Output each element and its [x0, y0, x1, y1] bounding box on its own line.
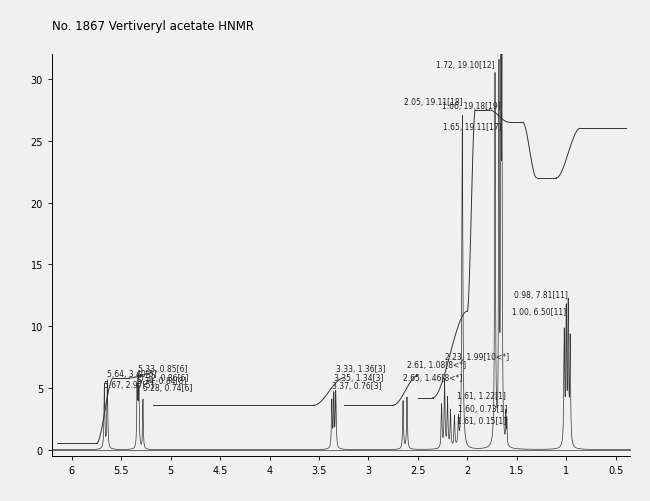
Text: 5.32, 0.86[6]: 5.32, 0.86[6]	[139, 373, 188, 382]
Text: 1.61, 1.22[1]: 1.61, 1.22[1]	[457, 391, 506, 400]
Text: 2.61, 1.08[8<*]: 2.61, 1.08[8<*]	[407, 361, 466, 370]
Text: 5.34, 0.84[8]: 5.34, 0.84[8]	[137, 377, 187, 386]
Text: 1.66, 19.18[19]: 1.66, 19.18[19]	[442, 102, 501, 111]
Text: 1.60, 0.73[1]: 1.60, 0.73[1]	[458, 404, 507, 413]
Text: 3.33, 1.36[3]: 3.33, 1.36[3]	[336, 364, 385, 373]
Text: 3.35, 1.34[3]: 3.35, 1.34[3]	[334, 373, 384, 382]
Text: 2.65, 1.46[8<*]: 2.65, 1.46[8<*]	[403, 373, 462, 382]
Text: 1.65, 19.11[17]: 1.65, 19.11[17]	[443, 123, 502, 132]
Text: No. 1867 Vertiveryl acetate HNMR: No. 1867 Vertiveryl acetate HNMR	[52, 20, 254, 33]
Text: 5.67, 2.97[5]: 5.67, 2.97[5]	[105, 380, 154, 389]
Text: 5.28, 0.74[6]: 5.28, 0.74[6]	[143, 383, 192, 392]
Text: 2.05, 19.11[18]: 2.05, 19.11[18]	[404, 98, 462, 107]
Text: 1.72, 19.10[12]: 1.72, 19.10[12]	[436, 61, 495, 70]
Text: 5.64, 3.40[5]: 5.64, 3.40[5]	[107, 369, 157, 378]
Text: 2.23, 1.99[10<*]: 2.23, 1.99[10<*]	[445, 352, 509, 361]
Text: 5.33, 0.85[6]: 5.33, 0.85[6]	[138, 364, 188, 373]
Text: 3.37, 0.76[3]: 3.37, 0.76[3]	[332, 382, 382, 391]
Text: 1.00, 6.50[11]: 1.00, 6.50[11]	[512, 308, 566, 317]
Text: 0.98, 7.81[11]: 0.98, 7.81[11]	[514, 290, 568, 299]
Text: 1.61, 0.15[1]: 1.61, 0.15[1]	[457, 416, 506, 425]
